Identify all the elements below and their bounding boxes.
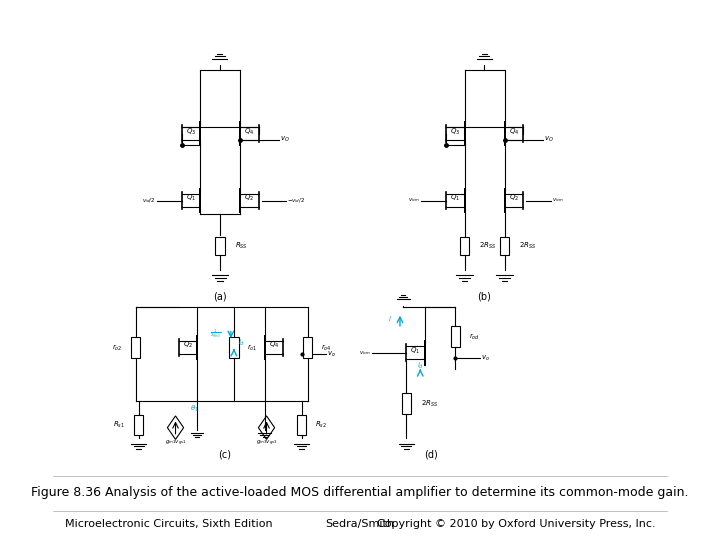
Text: $i$: $i$ [388, 314, 392, 323]
Text: $R_{s1}$: $R_{s1}$ [113, 420, 125, 430]
Text: $Q_4$: $Q_4$ [508, 126, 519, 137]
Text: $v_{icm}$: $v_{icm}$ [408, 197, 420, 205]
Text: $v_O$: $v_O$ [280, 135, 290, 144]
Text: $v_{id}/2$: $v_{id}/2$ [143, 196, 156, 205]
Text: $2R_{SS}$: $2R_{SS}$ [421, 399, 438, 409]
Text: (d): (d) [424, 449, 438, 459]
Bar [215, 237, 225, 255]
Text: $R_{s2}$: $R_{s2}$ [315, 420, 327, 430]
Text: $R_{SS}$: $R_{SS}$ [235, 241, 248, 251]
Text: $r_{o2}$: $r_{o2}$ [112, 342, 122, 353]
Text: $-v_{id}/2$: $-v_{id}/2$ [287, 196, 305, 205]
Text: Figure 8.36 Analysis of the active-loaded MOS differential amplifier to determin: Figure 8.36 Analysis of the active-loade… [31, 487, 689, 500]
Text: $Q_1$: $Q_1$ [410, 346, 420, 356]
Text: $2R_{SS}$: $2R_{SS}$ [480, 241, 497, 251]
Text: $Q_1$: $Q_1$ [450, 193, 460, 204]
Text: $2R_{SS}$: $2R_{SS}$ [519, 241, 536, 251]
Text: $g_{m3}v_{gs3}$: $g_{m3}v_{gs3}$ [256, 438, 277, 448]
Text: $i_d$: $i_d$ [238, 338, 246, 348]
Text: Microelectronic Circuits, Sixth Edition: Microelectronic Circuits, Sixth Edition [65, 519, 272, 529]
Bar [303, 337, 312, 358]
Text: (c): (c) [218, 449, 231, 459]
Text: $v_{icm}$: $v_{icm}$ [552, 197, 564, 205]
Text: $Q_2$: $Q_2$ [183, 340, 193, 350]
Bar [402, 393, 410, 414]
Text: $r_{o4}$: $r_{o4}$ [321, 342, 332, 353]
Bar [131, 337, 140, 358]
Text: $v_O$: $v_O$ [544, 135, 554, 144]
Bar [297, 415, 306, 435]
Text: $v_o$: $v_o$ [481, 354, 490, 363]
Bar [500, 237, 510, 255]
Text: $Q_4$: $Q_4$ [244, 126, 254, 137]
Text: $\theta_1$: $\theta_1$ [189, 403, 199, 414]
Text: Sedra/Smith: Sedra/Smith [325, 519, 395, 529]
Text: $g_{m1}v_{gs1}$: $g_{m1}v_{gs1}$ [165, 438, 186, 448]
Bar [459, 237, 469, 255]
Text: (a): (a) [213, 292, 227, 301]
Text: Copyright © 2010 by Oxford University Press, Inc.: Copyright © 2010 by Oxford University Pr… [377, 519, 655, 529]
Text: $Q_4$: $Q_4$ [269, 340, 279, 350]
Text: $Q_3$: $Q_3$ [450, 126, 460, 137]
Text: $Q_2$: $Q_2$ [244, 193, 254, 204]
Text: $v_{icm}$: $v_{icm}$ [359, 349, 371, 357]
Text: $r_{od}$: $r_{od}$ [469, 332, 480, 342]
Text: $Q_2$: $Q_2$ [508, 193, 519, 204]
Text: $\frac{1}{2g_{m3}}$: $\frac{1}{2g_{m3}}$ [210, 328, 221, 341]
Text: $Q_3$: $Q_3$ [186, 126, 196, 137]
Text: $Q_1$: $Q_1$ [186, 193, 196, 204]
Text: $r_{o1}$: $r_{o1}$ [248, 342, 258, 353]
Text: $i_d$: $i_d$ [417, 361, 424, 371]
Text: (b): (b) [477, 292, 492, 301]
Bar [134, 415, 143, 435]
Text: $v_o$: $v_o$ [328, 349, 336, 359]
Bar [451, 326, 460, 348]
Bar [230, 337, 238, 358]
